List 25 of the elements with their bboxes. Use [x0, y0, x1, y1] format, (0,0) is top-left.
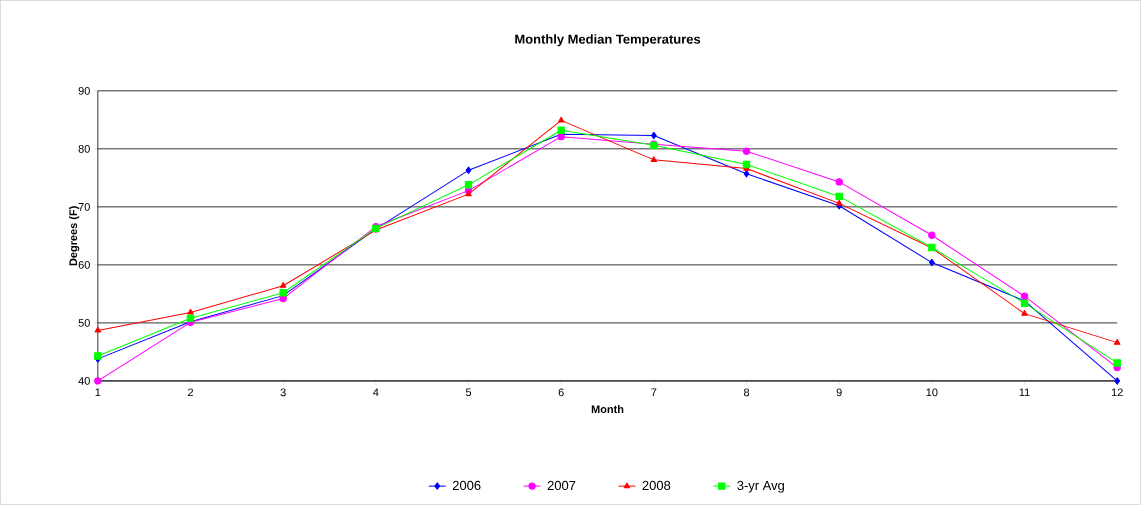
y-tick-label: 40	[78, 377, 90, 385]
x-tick-label: 1	[95, 388, 101, 397]
legend-label: 3-yr Avg	[737, 480, 784, 493]
legend-label: 2008	[642, 480, 671, 491]
x-tick-label: 3	[280, 388, 286, 397]
x-tick-label: 2	[188, 388, 194, 397]
x-tick-label: 6	[558, 388, 564, 397]
y-tick-label: 50	[78, 319, 90, 327]
y-tick-label: 90	[78, 87, 90, 95]
x-tick-label: 4	[373, 388, 379, 397]
x-tick-label: 11	[1019, 388, 1030, 397]
y-tick-label: 80	[78, 145, 90, 153]
x-axis-title: Month	[591, 405, 624, 414]
legend-label: 2006	[452, 480, 481, 491]
y-tick-label: 70	[78, 203, 90, 211]
legend-label: 2007	[547, 480, 576, 491]
y-tick-label: 60	[78, 261, 90, 269]
y-axis-title: Degrees (F)	[69, 206, 80, 266]
x-tick-label: 8	[743, 388, 750, 397]
x-tick-label: 10	[926, 388, 938, 397]
x-tick-label: 5	[465, 388, 472, 397]
x-tick-label: 7	[651, 388, 657, 397]
chart-title: Monthly Median Temperatures	[515, 34, 701, 47]
x-tick-label: 12	[1111, 388, 1123, 397]
x-tick-label: 9	[836, 388, 842, 397]
